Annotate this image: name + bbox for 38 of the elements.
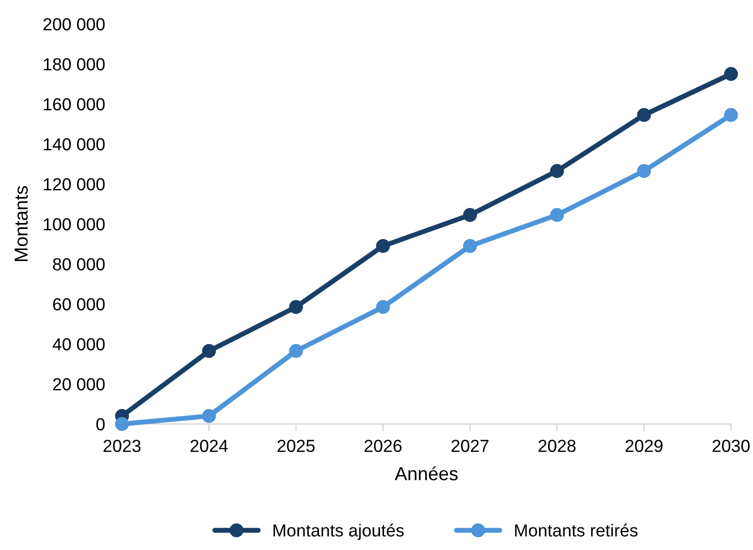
x-tick-label: 2026 [364,440,402,452]
point [463,239,477,253]
point [550,164,564,178]
y-axis-title: Montants [14,186,28,262]
point [376,239,390,253]
x-tick-label: 2027 [452,440,488,452]
point [550,208,564,222]
x-tick-label: 2025 [278,440,315,452]
y-tick-label: 40 000 [52,338,105,350]
point [376,300,390,314]
y-tick-label: 0 [96,418,105,430]
y-tick-label: 160 000 [44,98,105,110]
point [724,67,738,81]
x-tick-label: 2024 [190,440,228,452]
point [724,108,738,122]
y-tick-label: 140 000 [44,138,105,150]
point [637,164,651,178]
point [289,300,303,314]
y-tick-label: 100 000 [44,218,105,230]
x-axis-title: Années [394,466,458,480]
point [202,409,216,423]
point [637,108,651,122]
point [115,417,129,431]
x-tick-label: 2023 [104,440,141,452]
x-tick-label: 2028 [538,440,576,452]
x-tick-label: 2030 [712,440,750,452]
point [289,344,303,358]
y-tick-label: 60 000 [53,298,105,310]
legend-label: Montants ajoutés [274,524,404,540]
legend-label: Montants retirés [515,524,638,537]
y-tick-label: 120 000 [44,178,105,190]
x-tick-label: 2029 [626,440,662,452]
y-tick-label: 80 000 [52,258,105,270]
y-tick-label: 200 000 [43,18,105,30]
y-tick-label: 180 000 [44,58,105,70]
point [463,208,477,222]
point [202,344,216,358]
y-tick-label: 20 000 [53,378,105,390]
